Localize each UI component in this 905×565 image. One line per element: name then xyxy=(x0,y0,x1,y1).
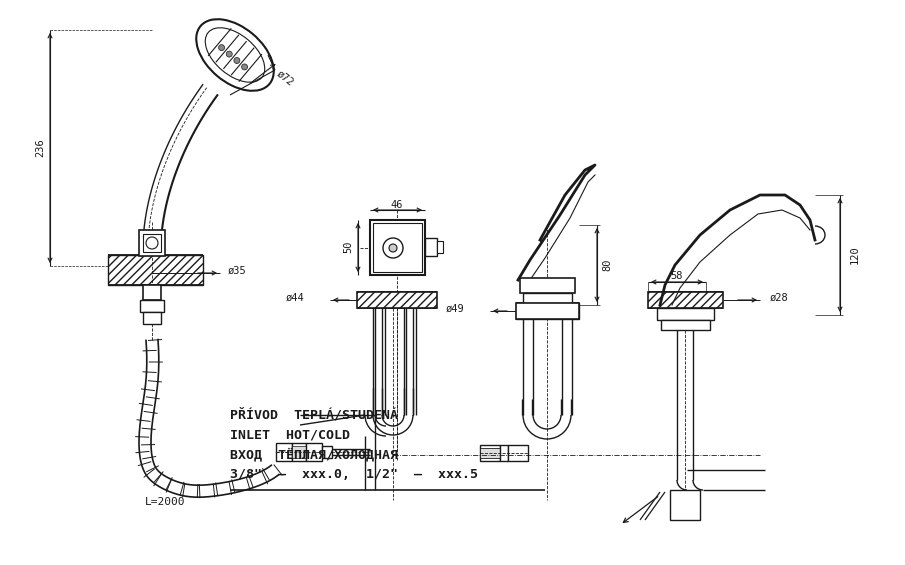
Text: ВХОД  ТЁПЛАЯ/ХОЛОДНАЯ: ВХОД ТЁПЛАЯ/ХОЛОДНАЯ xyxy=(230,448,398,462)
Bar xyxy=(520,278,575,293)
Bar xyxy=(108,255,203,285)
Bar xyxy=(139,230,165,256)
Bar xyxy=(143,234,161,252)
Bar xyxy=(425,238,437,256)
Text: L=2000: L=2000 xyxy=(145,497,186,507)
Text: 3/8"  –  xxx.0,  1/2"  –  xxx.5: 3/8" – xxx.0, 1/2" – xxx.5 xyxy=(230,468,478,481)
Text: 50: 50 xyxy=(343,241,353,253)
Bar xyxy=(276,443,292,461)
Bar xyxy=(306,443,322,461)
Bar xyxy=(357,292,437,308)
Text: 80: 80 xyxy=(602,259,612,271)
Bar xyxy=(516,303,579,319)
Bar xyxy=(670,490,700,520)
Bar xyxy=(657,308,714,320)
Bar xyxy=(437,241,443,253)
Circle shape xyxy=(146,237,158,249)
Bar xyxy=(480,445,500,461)
Text: INLET  HOT/COLD: INLET HOT/COLD xyxy=(230,428,350,441)
Bar xyxy=(516,303,579,319)
Bar xyxy=(292,443,306,461)
Bar xyxy=(140,300,164,312)
Circle shape xyxy=(389,244,397,252)
Bar xyxy=(322,446,332,458)
Bar xyxy=(648,292,723,308)
Bar xyxy=(508,445,528,461)
Text: ø35: ø35 xyxy=(228,266,247,276)
Text: 46: 46 xyxy=(391,200,404,210)
Text: 236: 236 xyxy=(35,138,45,158)
Text: ø49: ø49 xyxy=(445,304,464,314)
Text: 120: 120 xyxy=(850,246,860,264)
Bar xyxy=(500,445,508,461)
Bar xyxy=(370,220,425,275)
Text: PŘÍVOD  TEPLÁ/STUDENÁ: PŘÍVOD TEPLÁ/STUDENÁ xyxy=(230,408,398,421)
Bar xyxy=(292,446,306,458)
Bar xyxy=(143,285,161,300)
Circle shape xyxy=(226,51,233,57)
Circle shape xyxy=(219,45,224,51)
Bar xyxy=(143,312,161,324)
Text: ø44: ø44 xyxy=(286,293,304,303)
Bar xyxy=(661,320,710,330)
Bar xyxy=(373,223,422,272)
Text: ø72: ø72 xyxy=(275,68,296,88)
Circle shape xyxy=(383,238,403,258)
Text: ø28: ø28 xyxy=(770,293,789,303)
Circle shape xyxy=(242,64,248,70)
Text: 58: 58 xyxy=(671,271,683,281)
Bar xyxy=(523,293,572,303)
Bar xyxy=(480,448,500,458)
Circle shape xyxy=(233,58,240,63)
